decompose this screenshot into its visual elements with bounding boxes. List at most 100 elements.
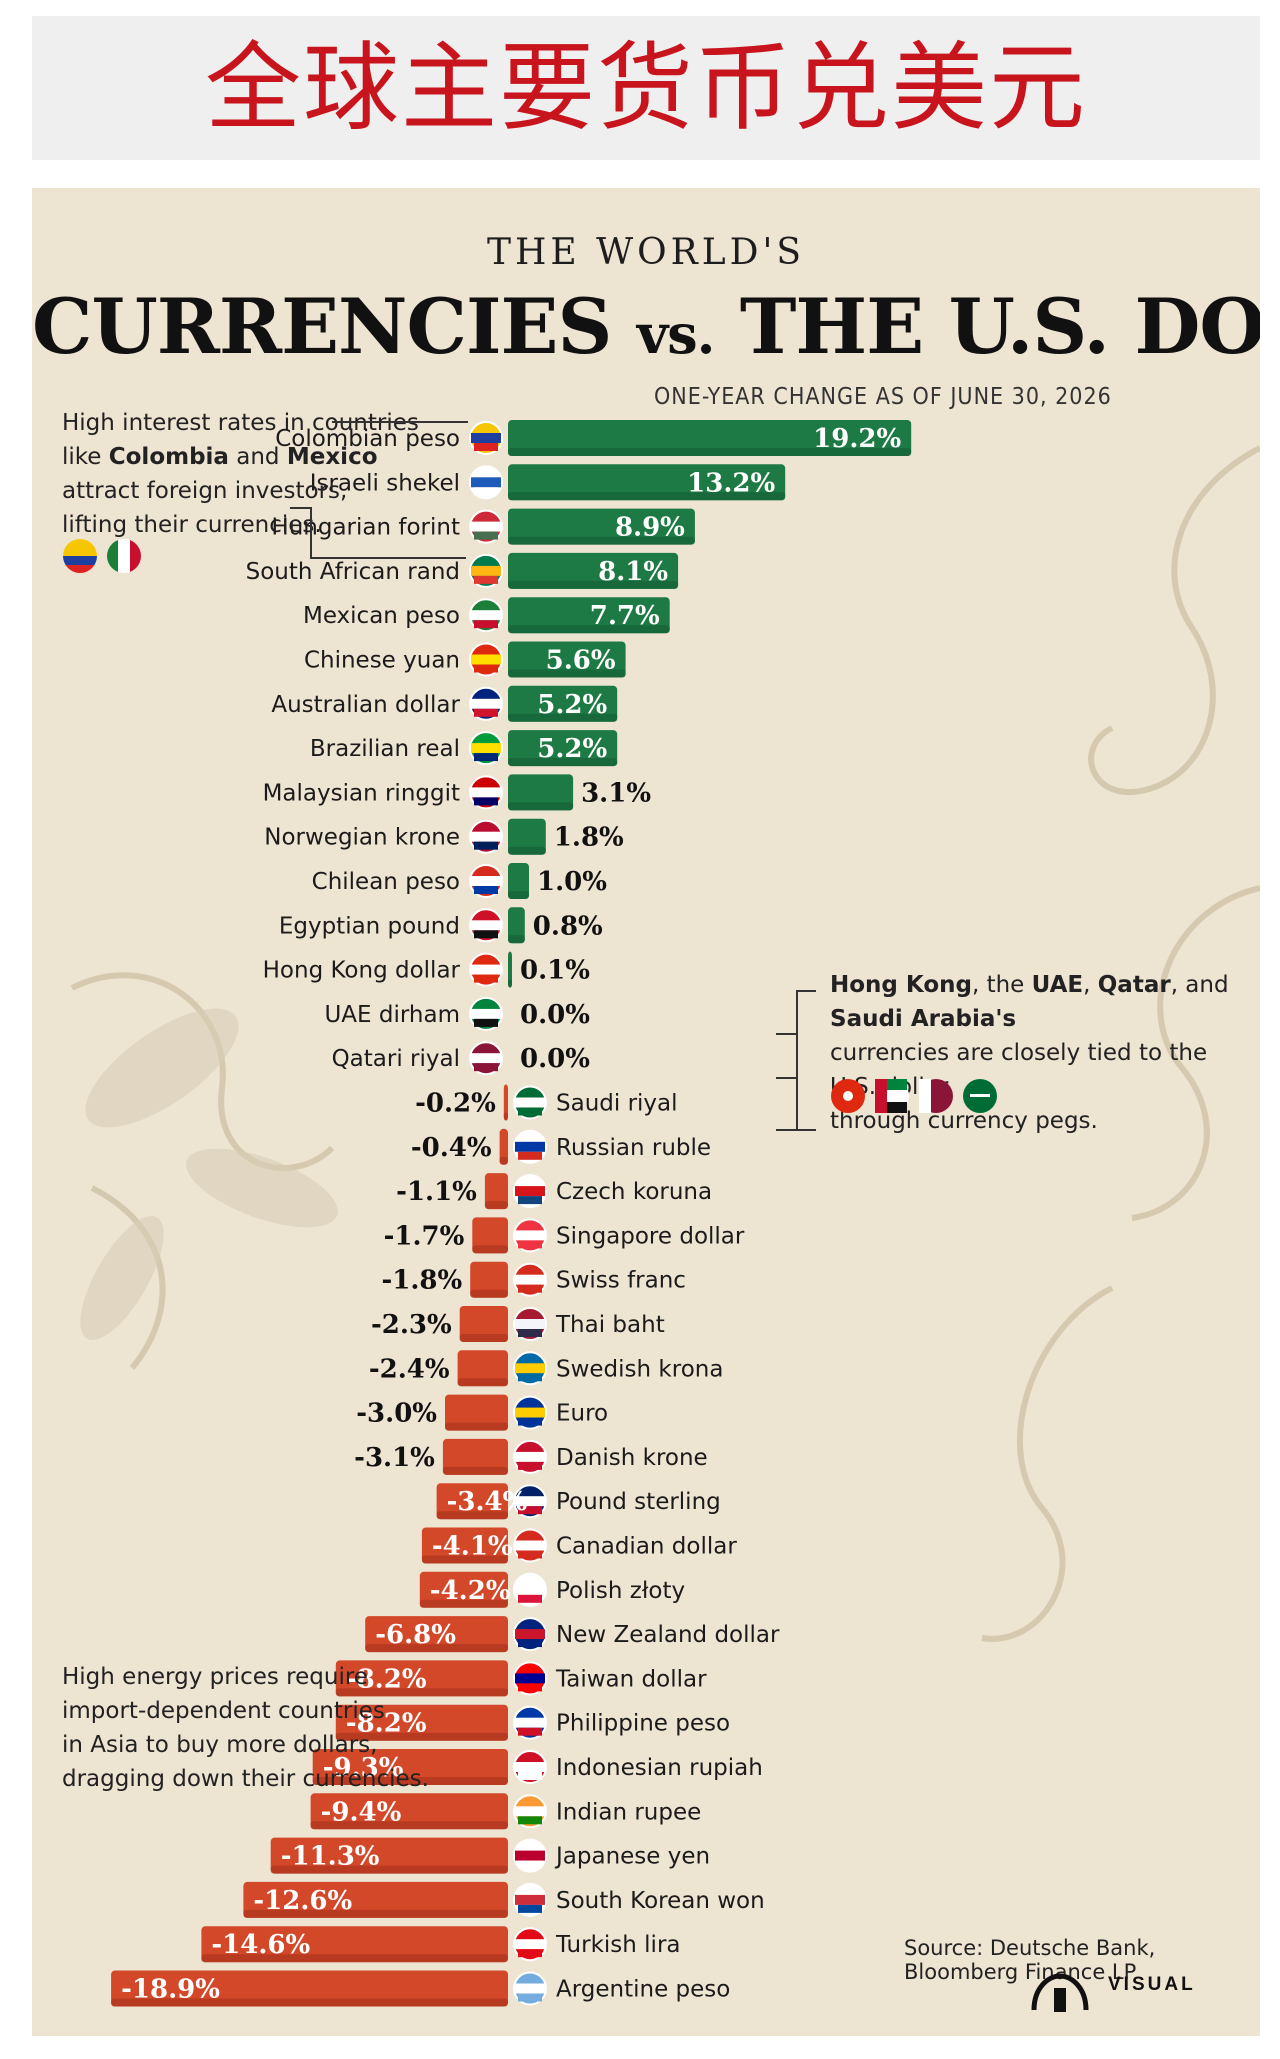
flag-stripe (471, 698, 501, 709)
value-label: 8.1% (598, 557, 668, 587)
bar (508, 907, 525, 944)
flag-stripe (474, 531, 498, 540)
flag-stripe (518, 1860, 542, 1869)
bar-row: Mexican peso 7.7% (303, 597, 670, 634)
annotation-connector (332, 421, 468, 423)
category-label: Colombian peso (275, 426, 460, 452)
bar-shadow (508, 758, 618, 767)
bar-shadow (508, 802, 574, 811)
flag-stripe (474, 487, 498, 496)
category-label: South African rand (246, 559, 460, 585)
annotation-interest-rates: High interest rates in countries like Col… (62, 406, 419, 542)
value-label: -4.1% (432, 1532, 513, 1562)
bar (508, 685, 618, 722)
bar-shadow (442, 1466, 508, 1475)
bar-shadow (508, 846, 546, 855)
bar (508, 818, 546, 855)
bar-row: UAE dirham 0.0% (324, 996, 590, 1031)
bar (243, 1881, 508, 1918)
category-label: Indian rupee (556, 1799, 701, 1825)
bar (508, 552, 679, 589)
flag-stripe (518, 1284, 542, 1293)
category-label: Hungarian forint (271, 515, 460, 541)
annotation-connector (796, 990, 798, 1130)
category-label: Pound sterling (556, 1489, 721, 1515)
flag-stripe (518, 1993, 542, 2002)
bar-row: South Korean won -12.6% (243, 1881, 765, 1918)
bar (436, 1483, 508, 1520)
bar-row: Swiss franc -1.8% (381, 1261, 686, 1298)
cn-title: 全球主要货币兑美元 (205, 32, 1087, 144)
infographic-poster: THE WORLD'S CURRENCIES vs. THE U.S. DOLL… (32, 188, 1260, 2036)
bar-row: Hong Kong dollar 0.1% (263, 951, 590, 988)
flag-stripe (515, 1983, 545, 1994)
flag-stripe (515, 1496, 545, 1507)
bar-row: Swedish krona -2.4% (369, 1350, 723, 1387)
flag-stripe (474, 575, 498, 584)
value-label: -8.2% (346, 1664, 427, 1694)
bar-shadow (472, 1245, 508, 1254)
category-label: Hong Kong dollar (263, 958, 461, 984)
category-label: Philippine peso (556, 1711, 730, 1737)
value-label: 19.2% (813, 424, 901, 454)
category-label: Chinese yuan (304, 648, 460, 674)
bar (459, 1306, 508, 1342)
title-part-a: CURRENCIES (32, 282, 612, 371)
flag-stripe (515, 1097, 545, 1108)
bar-shadow (508, 713, 618, 722)
flag-stripe (518, 1639, 542, 1648)
bar-row: Singapore dollar -1.7% (384, 1217, 745, 1254)
bar-row: Turkish lira -14.6% (201, 1926, 681, 1963)
flag-stripe (515, 1141, 545, 1152)
flag-stripe (515, 1540, 545, 1551)
annotation-line: like Colombia and Mexico (62, 444, 378, 470)
flag-stripe (515, 1230, 545, 1241)
bar-shadow (270, 1865, 508, 1874)
annotation-connector (290, 507, 312, 509)
category-label: Danish krone (556, 1445, 708, 1471)
value-label: 7.7% (590, 601, 660, 631)
bar (201, 1926, 508, 1963)
bar-row: Czech koruna -1.1% (396, 1173, 712, 1210)
category-label: Egyptian pound (279, 913, 460, 939)
value-label: -18.9% (121, 1975, 220, 2005)
category-label: Polish złoty (556, 1578, 685, 1604)
cn-header-banner: 全球主要货币兑美元 (32, 16, 1260, 160)
flag-stripe (474, 443, 498, 451)
category-label: Saudi riyal (556, 1091, 678, 1117)
logo-wordmark: VISUAL (1108, 1974, 1196, 1995)
flag-stripe (515, 1717, 545, 1728)
flag-stripe (515, 1186, 545, 1197)
value-label: -8.2% (346, 1709, 427, 1739)
flag-stripe (515, 1319, 545, 1329)
category-label: South Korean won (556, 1888, 765, 1914)
bar (310, 1793, 508, 1830)
category-label: Qatari riyal (332, 1046, 460, 1072)
bar-shadow (470, 1289, 508, 1298)
bar (335, 1704, 508, 1741)
value-label: -11.3% (281, 1842, 380, 1872)
bar (419, 1571, 508, 1608)
annotation-connector (310, 557, 466, 559)
category-label: Euro (556, 1401, 608, 1427)
annotation-line: attract foreign investors, (62, 478, 348, 504)
bar (270, 1837, 508, 1874)
flag-stripe (471, 610, 501, 621)
flag-stripe (518, 1594, 542, 1603)
value-label: -12.6% (253, 1886, 352, 1916)
bar-shadow (312, 1777, 508, 1785)
annotation-line: High interest rates in countries (62, 410, 419, 436)
title-part-b: THE U.S. DOLLAR (739, 282, 1260, 371)
bar-shadow (503, 1112, 508, 1121)
value-label: -4.2% (430, 1576, 511, 1606)
category-label: Taiwan dollar (555, 1666, 707, 1692)
bar-shadow (436, 1511, 508, 1520)
category-label: Chilean peso (312, 869, 460, 895)
annotation-connector (310, 507, 312, 559)
category-label: Czech koruna (556, 1179, 712, 1205)
category-label: Indonesian rupiah (556, 1755, 763, 1781)
bar (421, 1527, 508, 1564)
flag-stripe (518, 1904, 542, 1913)
bar-row: Argentine peso -18.9% (111, 1970, 730, 2007)
value-label: 5.2% (537, 734, 607, 764)
